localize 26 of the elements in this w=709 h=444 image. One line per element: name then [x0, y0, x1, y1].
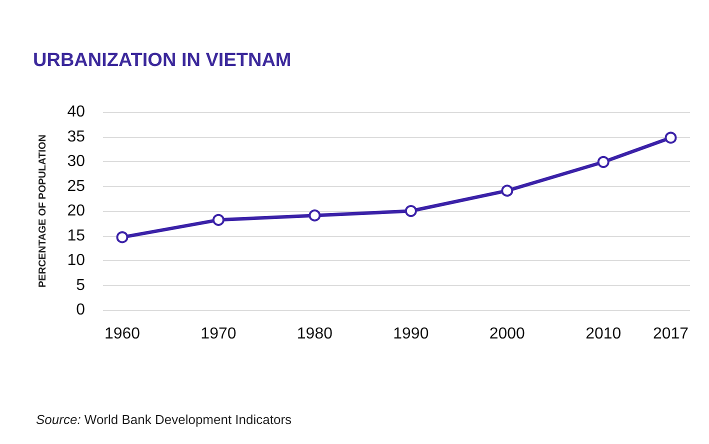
- y-tick-label: 25: [67, 178, 86, 195]
- x-tick-label: 2000: [489, 326, 526, 342]
- point: [501, 184, 514, 197]
- y-tick-label: 40: [67, 104, 86, 120]
- chart-title: URBANIZATION IN VIETNAM: [33, 50, 292, 71]
- x-tick-label: 2010: [586, 326, 622, 342]
- y-tick-label: 5: [76, 276, 86, 294]
- point: [404, 205, 417, 217]
- x-tick-label: 1970: [200, 326, 236, 342]
- y-axis-title: PERCENTAGE OF POPULATION: [38, 134, 48, 288]
- source-note: Source: World Bank Development Indicators: [36, 412, 292, 427]
- x-tick-label: 2017: [652, 326, 689, 342]
- x-tick-label: 1990: [393, 326, 429, 342]
- y-tick-label: 30: [67, 153, 86, 170]
- point: [597, 156, 610, 168]
- x-tick-label: 1960: [104, 326, 140, 342]
- point: [116, 231, 128, 244]
- point: [212, 214, 224, 226]
- point: [664, 132, 677, 144]
- point: [308, 209, 321, 222]
- y-tick-label: 0: [76, 302, 86, 318]
- y-tick-label: 20: [67, 202, 86, 220]
- y-tick-label: 15: [67, 227, 86, 244]
- y-tick-label: 35: [67, 128, 86, 146]
- x-tick-label: 1980: [296, 326, 333, 342]
- y-tick-label: 10: [67, 252, 86, 269]
